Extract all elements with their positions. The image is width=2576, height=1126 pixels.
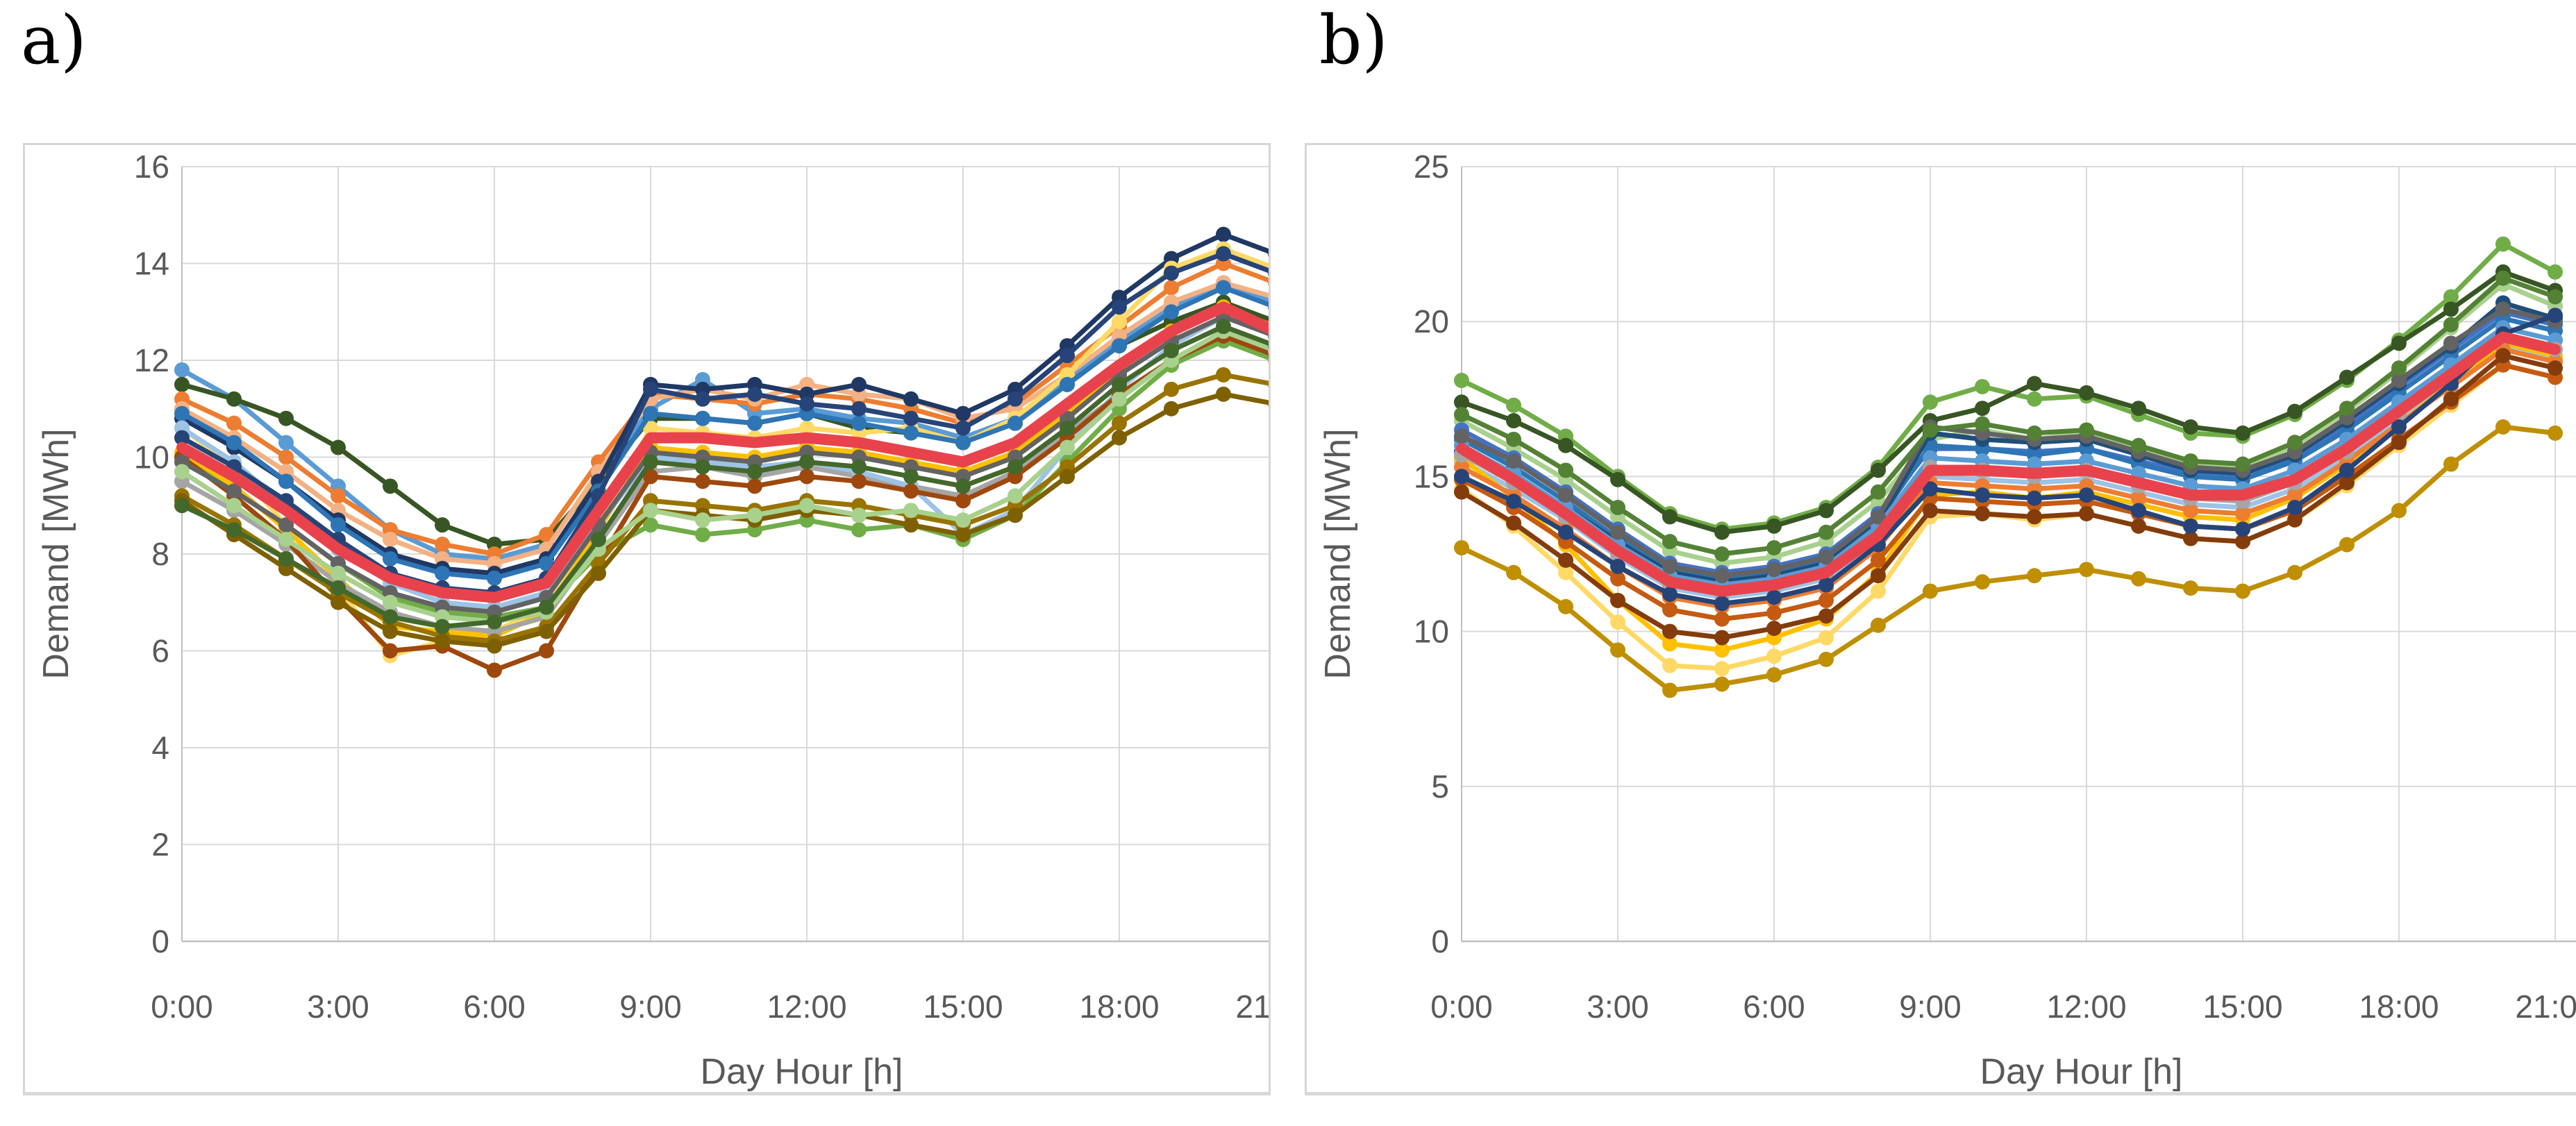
x-tick-label: 6:00: [1743, 989, 1805, 1025]
x-tick-label: 3:00: [307, 989, 369, 1025]
x-tick-label: 12:00: [2046, 989, 2126, 1025]
member-series-line: [1454, 348, 2563, 646]
demand-chart-a: 0 2 4 6 8 10 12 14 16 0:00 3:00 6:00 9:00 12:00 15:00 1…: [36, 149, 1269, 1092]
x-axis-tick-labels: 0:00 3:00 6:00 9:00 12:00 15:00 18:00 21:00: [151, 989, 1269, 1025]
member-series-line: [174, 319, 1269, 635]
y-axis-title: Demand [MWh]: [36, 428, 76, 679]
member-series: [174, 226, 1269, 678]
x-tick-label: 9:00: [1899, 989, 1962, 1025]
y-tick-label: 10: [134, 439, 169, 476]
panel-b-label: b): [1319, 1, 1388, 79]
y-tick-label: 14: [134, 246, 169, 282]
y-tick-label: 2: [151, 827, 169, 863]
member-series-line: [174, 280, 1269, 586]
x-tick-label: 6:00: [463, 989, 526, 1025]
mean-series-line: [1456, 331, 2561, 597]
x-axis-tick-labels: 0:00 3:00 6:00 9:00 12:00 15:00 18:00 21:00: [1430, 989, 2576, 1025]
x-tick-label: 18:00: [1079, 989, 1159, 1025]
mean-series-line: [176, 301, 1269, 603]
y-tick-label: 0: [1431, 923, 1449, 959]
y-tick-label: 10: [1414, 614, 1449, 650]
member-series-markers: [1454, 419, 2563, 698]
y-tick-label: 16: [134, 149, 169, 185]
x-tick-label: 21:00: [2515, 989, 2576, 1025]
y-tick-label: 15: [1414, 458, 1449, 494]
y-tick-label: 4: [151, 730, 169, 766]
x-tick-label: 15:00: [2202, 989, 2282, 1025]
y-tick-label: 12: [134, 342, 169, 378]
x-tick-label: 21:00: [1235, 989, 1269, 1025]
y-axis-tick-labels: 0 2 4 6 8 10 12 14 16: [134, 149, 169, 959]
member-series-line: [1454, 264, 2563, 540]
y-tick-label: 8: [151, 536, 169, 572]
x-tick-label: 9:00: [619, 989, 682, 1025]
x-tick-label: 0:00: [151, 989, 213, 1025]
y-axis-title: Demand [MWh]: [1318, 428, 1358, 679]
member-series-markers: [1454, 348, 2563, 646]
member-series-line: [1454, 270, 2563, 562]
x-axis-title: Day Hour [h]: [701, 1052, 903, 1092]
axes: [181, 167, 1269, 943]
y-tick-label: 5: [1431, 768, 1449, 805]
x-tick-label: 12:00: [767, 989, 846, 1025]
demand-chart-b: 0 5 10 15 20 25 0:00 3:00 6:00 9:00 12:00 15:00 18:0…: [1318, 149, 2576, 1092]
member-series-line: [1454, 308, 2563, 612]
y-tick-label: 6: [151, 633, 169, 669]
x-tick-label: 0:00: [1430, 989, 1493, 1025]
x-tick-label: 18:00: [2359, 989, 2439, 1025]
y-tick-label: 0: [151, 923, 169, 959]
chart-b-frame: 0 5 10 15 20 25 0:00 3:00 6:00 9:00 12:00 15:00 18:0…: [1305, 143, 2576, 1095]
member-series-line: [1454, 419, 2563, 698]
panel-a-label: a): [21, 1, 87, 79]
member-series-markers: [174, 319, 1269, 635]
y-tick-label: 20: [1414, 303, 1449, 339]
gridlines: [1462, 166, 2576, 942]
member-series-markers: [1454, 270, 2563, 562]
member-series-markers: [174, 280, 1269, 586]
chart-a-frame: 0 2 4 6 8 10 12 14 16 0:00 3:00 6:00 9:00 12:00 15:00 1…: [23, 143, 1271, 1095]
x-tick-label: 15:00: [923, 989, 1003, 1025]
x-tick-label: 3:00: [1587, 989, 1649, 1025]
member-series-markers: [1454, 308, 2563, 612]
x-axis-title: Day Hour [h]: [1980, 1052, 2183, 1092]
y-tick-label: 25: [1414, 149, 1449, 185]
y-axis-tick-labels: 0 5 10 15 20 25: [1414, 149, 1449, 959]
